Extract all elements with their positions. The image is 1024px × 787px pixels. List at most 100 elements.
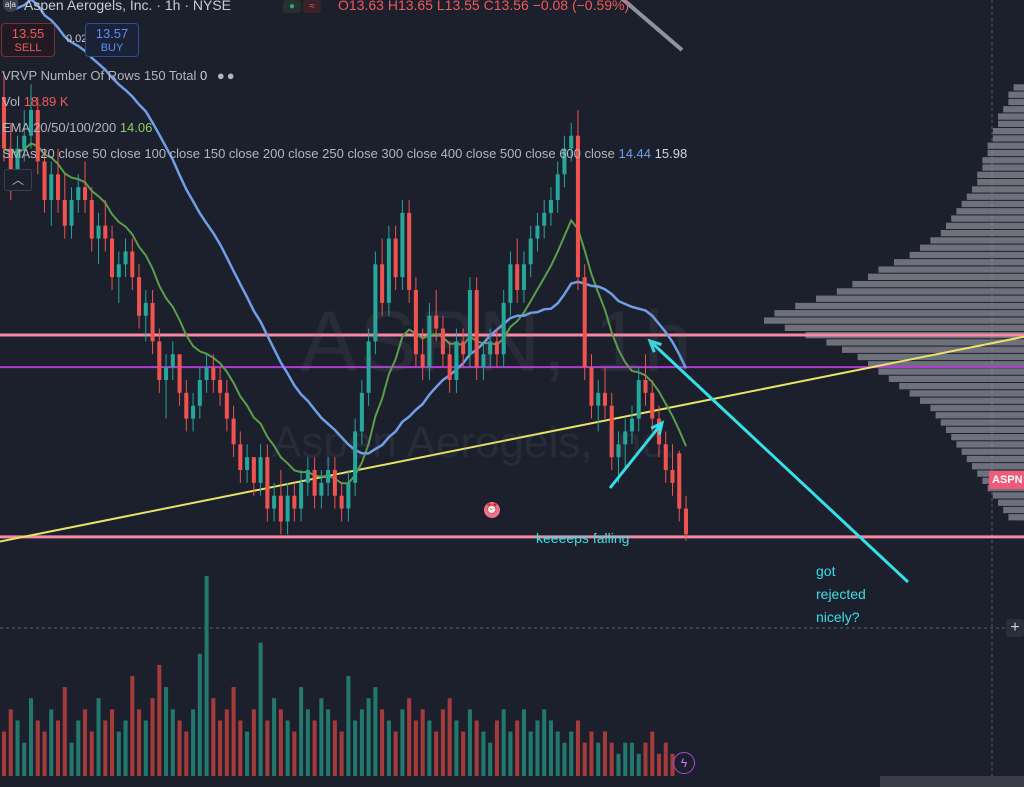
sell-button[interactable]: 13.55 SELL [1, 23, 55, 57]
volume-bar [1, 731, 7, 776]
candle-body [400, 212, 405, 278]
wave-icon[interactable]: ≈ [303, 0, 321, 13]
volume-bar [589, 731, 594, 776]
volume-profile-row [857, 353, 1024, 361]
volume-profile-row [977, 179, 1024, 186]
candle-body [1, 97, 7, 149]
candle-body [15, 148, 20, 175]
sma-value-1: 14.44 [618, 146, 652, 161]
vrvp-value: 0 [200, 68, 208, 83]
annotation-rejected[interactable]: got rejected nicely? [816, 560, 866, 629]
ohlc-readout: O13.63 H13.65 L13.55 C13.56 −0.08 (−0.59… [338, 0, 629, 13]
volume-bar [555, 731, 560, 776]
candle-body [454, 341, 459, 380]
candle-body [562, 148, 567, 175]
volume-bar [89, 731, 94, 776]
candle-body [501, 302, 506, 355]
volume-bar [69, 742, 74, 776]
candle-body [434, 315, 439, 329]
volume-bar [238, 720, 243, 776]
volume-bar [602, 731, 607, 776]
annotation-falling[interactable]: keeeeps falling [536, 530, 630, 546]
candle-body [224, 392, 229, 419]
candle-body [474, 290, 479, 368]
candle-body [528, 238, 533, 265]
volume-bar [359, 709, 364, 776]
candle-body [312, 470, 317, 496]
collapse-indicators-button[interactable]: ︿ [4, 169, 32, 191]
candle-body [670, 470, 675, 483]
add-plus-icon[interactable]: + [1006, 619, 1024, 637]
volume-profile-row [972, 463, 1024, 470]
symbol-price-tag[interactable]: ASPN [989, 471, 1024, 489]
volume-profile-row [868, 273, 1024, 280]
volume-profile-row [998, 113, 1024, 120]
volume-bar [542, 709, 547, 776]
volume-profile-row [987, 149, 1024, 157]
volume-profile-row [920, 397, 1024, 404]
volume-profile-row [998, 120, 1024, 127]
volume-profile-row [1008, 91, 1024, 98]
volume-profile-row [894, 259, 1024, 266]
candle-body [440, 328, 445, 355]
lightning-icon[interactable]: ϟ [673, 752, 695, 774]
indicator-vol[interactable]: Vol 18.89 K [2, 94, 69, 109]
buy-button[interactable]: 13.57 BUY [85, 23, 139, 57]
volume-bar [663, 742, 668, 776]
volume-profile-row [795, 302, 1024, 310]
annotation-rejected-line-3: nicely? [816, 609, 860, 625]
candle-body [623, 431, 628, 445]
candle-body [420, 354, 425, 368]
candle-body [481, 354, 486, 368]
volume-profile-row [946, 222, 1024, 229]
candle-body [629, 418, 635, 432]
candle-body [548, 200, 553, 213]
volume-profile-row [842, 346, 1024, 353]
volume-profile-row [966, 455, 1024, 463]
volume-bar [393, 731, 398, 776]
volume-bar [319, 698, 324, 776]
volume-profile-row [940, 230, 1024, 237]
volume-bar [461, 731, 466, 776]
volume-bar [272, 698, 277, 776]
volume-bar [434, 731, 439, 776]
more-options-icon[interactable]: ●● [216, 68, 237, 83]
symbol-title[interactable]: Aspen Aerogels, Inc. · 1h · NYSE [24, 0, 231, 13]
indicator-sma[interactable]: SMAs 20 close 50 close 100 close 150 clo… [2, 146, 687, 161]
volume-bar [76, 720, 81, 776]
eye-icon[interactable]: ● [283, 0, 301, 13]
volume-bar [211, 698, 216, 776]
volume-bar [292, 731, 297, 776]
volume-profile-row [956, 441, 1024, 448]
volume-bar [130, 676, 135, 776]
volume-bar [299, 687, 304, 776]
volume-bar [467, 709, 472, 776]
scrollbar-track [880, 776, 1024, 787]
symbol-logo[interactable]: a|a [3, 0, 18, 12]
candle-body [218, 380, 223, 393]
indicator-vrvp[interactable]: VRVP Number Of Rows 150 Total 0 ●● [2, 68, 237, 83]
volume-bar [629, 742, 635, 776]
volume-profile-row [930, 237, 1024, 244]
volume-bar [96, 698, 101, 776]
volume-bar [204, 576, 209, 776]
volume-bar [670, 753, 675, 776]
candle-body [164, 367, 169, 380]
candle-body [251, 457, 256, 483]
candle-body [204, 367, 209, 380]
candle-body [211, 367, 216, 380]
volume-profile-row [992, 492, 1024, 499]
alarm-clock-icon[interactable]: ⏰ [484, 502, 500, 518]
buy-label: BUY [100, 42, 124, 54]
candle-body [137, 277, 142, 316]
volume-bar [575, 720, 580, 776]
indicator-ema[interactable]: EMA 20/50/100/200 14.06 [2, 120, 152, 135]
volume-profile-row [982, 157, 1024, 164]
vrvp-label: VRVP [2, 68, 37, 83]
volume-profile-row [992, 128, 1024, 135]
volume-bar [548, 720, 553, 776]
vrvp-params: Number Of Rows 150 Total [40, 68, 197, 83]
candle-body [8, 148, 13, 175]
ema-line [3, 142, 687, 485]
